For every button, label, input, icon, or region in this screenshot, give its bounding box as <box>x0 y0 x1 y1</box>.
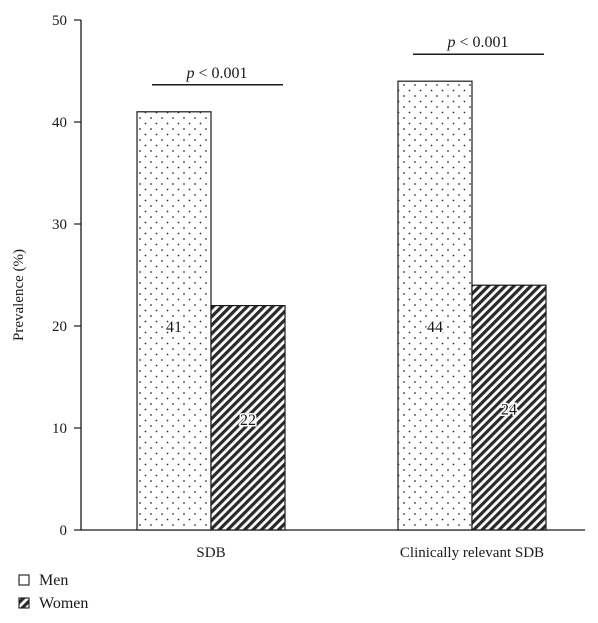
data-label: 41 <box>166 319 182 336</box>
data-label: 22 <box>240 412 256 429</box>
legend-swatch-men <box>18 574 30 586</box>
y-tick-label: 20 <box>52 319 67 335</box>
legend-swatch-women <box>18 597 30 609</box>
bar-women <box>471 284 547 531</box>
bar-men <box>397 80 473 531</box>
y-axis-title: Prevalence (%) <box>11 249 27 341</box>
labels: 41 22 SDB 44 24 Clinically relevant SDB <box>165 318 545 562</box>
x-category-label: SDB <box>196 545 225 561</box>
y-tick-label: 10 <box>52 421 67 437</box>
significance-annotations: p < 0.001 p < 0.001 <box>152 34 544 86</box>
significance-label: p < 0.001 <box>185 65 247 82</box>
legend-label: Men <box>39 572 68 589</box>
x-category-label: Clinically relevant SDB <box>400 545 544 561</box>
bars <box>136 80 547 531</box>
legend: Men Women <box>18 572 88 612</box>
legend-item-men: Men <box>18 572 68 589</box>
y-tick-label: 50 <box>52 13 67 29</box>
data-label: 24 <box>501 402 517 419</box>
legend-item-women: Women <box>18 595 88 612</box>
y-tick-label: 0 <box>60 523 68 539</box>
significance-label: p < 0.001 <box>446 34 508 51</box>
y-tick-label: 30 <box>52 217 67 233</box>
bar-women <box>210 305 286 531</box>
y-tick-label: 40 <box>52 115 67 131</box>
legend-label: Women <box>39 595 88 612</box>
data-label: 44 <box>427 319 443 336</box>
